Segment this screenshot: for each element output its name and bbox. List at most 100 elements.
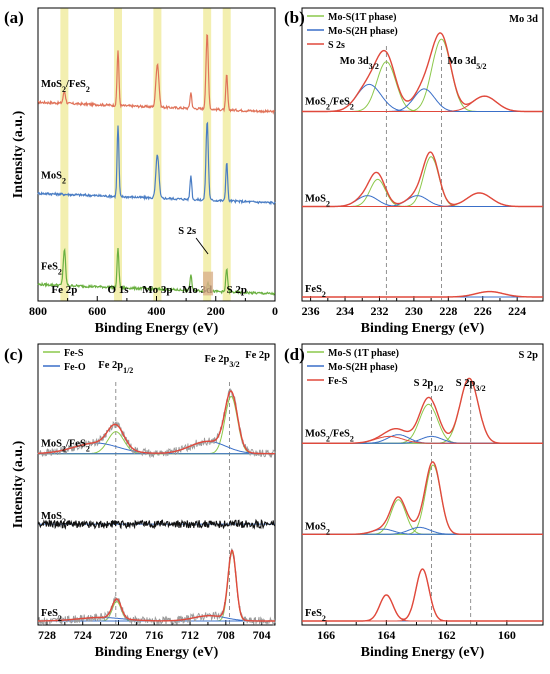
x-axis-label: Binding Energy (eV) [95, 645, 219, 660]
x-tick-label: 226 [474, 304, 492, 318]
raw-spectrum [37, 518, 276, 530]
x-tick-label: 162 [438, 628, 456, 642]
peak-label: S 2p1/2 [414, 378, 444, 393]
peak-label: S 2p3/2 [456, 378, 486, 393]
fit-component [302, 528, 543, 535]
survey-spectrum [37, 121, 276, 206]
survey-spectrum [38, 34, 276, 115]
sample-label: MoS2/FeS2 [41, 79, 90, 94]
fit-envelope [302, 290, 543, 298]
fit-component [302, 499, 543, 535]
x-tick-label: 712 [181, 628, 199, 642]
survey-spectrum [37, 247, 275, 296]
x-axis-label: Binding Energy (eV) [361, 645, 485, 660]
region-band [113, 8, 122, 301]
x-tick-label: 716 [145, 628, 163, 642]
region-label: Mo 3p [142, 284, 172, 296]
fit-envelope [302, 568, 543, 622]
sample-label: MoS2 [305, 194, 330, 209]
x-tick-label: 704 [253, 628, 271, 642]
region-label: O 1s [107, 284, 129, 296]
x-tick-label: 234 [336, 304, 354, 318]
fit-component [302, 526, 543, 535]
legend-label: Fe-S [328, 376, 348, 387]
region-label: S 2p [226, 284, 247, 296]
x-tick-label: 400 [148, 304, 166, 318]
panel-c: (c) 728 724 720 716 712 708 704 Binding Energy (… [4, 343, 276, 660]
fit-component [302, 568, 543, 622]
fit-envelope [302, 151, 543, 208]
legend-label: Fe-S [64, 348, 84, 359]
sample-label: MoS2 [305, 521, 330, 536]
panel-d: (d) 166 164 162 160 Binding Energy (eV) S 2p Mo… [284, 343, 544, 660]
panel-a: (a) 800 600 400 200 0 Binding Energy (eV) Inten… [4, 7, 278, 336]
fit-envelope [302, 461, 543, 535]
sample-label: MoS2/FeS2 [305, 97, 354, 112]
region-label: Fe 2p [51, 284, 77, 296]
panel-b: (b) 236 234 232 230 228 226 224 Binding Energy (… [284, 7, 544, 336]
raw-spectrum [37, 548, 276, 626]
legend-label: Fe-O [64, 362, 86, 373]
fit-component [302, 594, 543, 622]
x-tick-label: 224 [508, 304, 526, 318]
x-tick-label: 164 [377, 628, 395, 642]
peak-label: Mo 3d5/2 [447, 56, 486, 71]
panel-letter: (c) [4, 345, 23, 364]
y-axis-label: Intensity (a.u.) [11, 110, 26, 198]
annotation-label: S 2s [178, 226, 196, 237]
plot-frame [301, 7, 544, 302]
sample-label: FeS2 [305, 284, 326, 299]
core-level-label: Mo 3d [509, 14, 538, 25]
core-level-label: Fe 2p [245, 350, 270, 361]
plot-frame [301, 343, 544, 626]
x-axis-label: Binding Energy (eV) [361, 321, 485, 336]
peak-label: Fe 2p3/2 [205, 354, 240, 369]
fit-component [302, 178, 543, 207]
x-tick-label: 800 [29, 304, 47, 318]
sample-label: MoS2 [41, 511, 66, 526]
y-axis-label: Intensity (a.u.) [11, 440, 26, 528]
plot-frame [37, 343, 276, 626]
x-tick-label: 230 [405, 304, 423, 318]
x-tick-label: 236 [302, 304, 320, 318]
legend-label: Mo-S(2H phase) [328, 26, 398, 37]
x-tick-label: 232 [370, 304, 388, 318]
region-band [203, 8, 212, 301]
x-tick-label: 720 [109, 628, 127, 642]
fit-envelope [38, 390, 275, 455]
fit-envelope [302, 32, 543, 113]
x-tick-label: 708 [217, 628, 235, 642]
core-level-label: S 2p [518, 350, 538, 361]
highlight-box [203, 271, 214, 296]
sample-label: MoS2/FeS2 [305, 428, 354, 443]
legend-label: Mo-S(1T phase) [328, 12, 396, 23]
x-tick-label: 160 [498, 628, 516, 642]
x-tick-label: 0 [272, 304, 278, 318]
sample-label: MoS2/FeS2 [41, 439, 90, 454]
x-tick-label: 228 [439, 304, 457, 318]
fit-envelope [38, 549, 275, 622]
legend-label: Mo-S(2H phase) [328, 362, 398, 373]
panel-letter: (d) [284, 345, 305, 364]
sample-label: FeS2 [305, 608, 326, 623]
sample-label: FeS2 [41, 608, 62, 623]
region-band [222, 8, 231, 301]
panel-letter: (a) [4, 8, 24, 27]
fit-envelope [302, 377, 543, 444]
x-axis-label: Binding Energy (eV) [95, 321, 219, 336]
region-band [60, 8, 69, 301]
panel-letter: (b) [284, 8, 305, 27]
peak-label: Fe 2p1/2 [98, 360, 133, 375]
legend-label: Mo-S (1T phase) [328, 348, 399, 359]
annotation-arrow [195, 237, 209, 255]
peak-label: Mo 3d3/2 [340, 56, 379, 71]
x-tick-label: 600 [88, 304, 106, 318]
region-band [153, 8, 162, 301]
sample-label: MoS2 [41, 170, 66, 185]
fit-component [302, 192, 543, 207]
x-tick-label: 724 [74, 628, 92, 642]
sample-label: FeS2 [41, 261, 62, 276]
fit-component [302, 156, 543, 207]
x-tick-label: 728 [38, 628, 56, 642]
